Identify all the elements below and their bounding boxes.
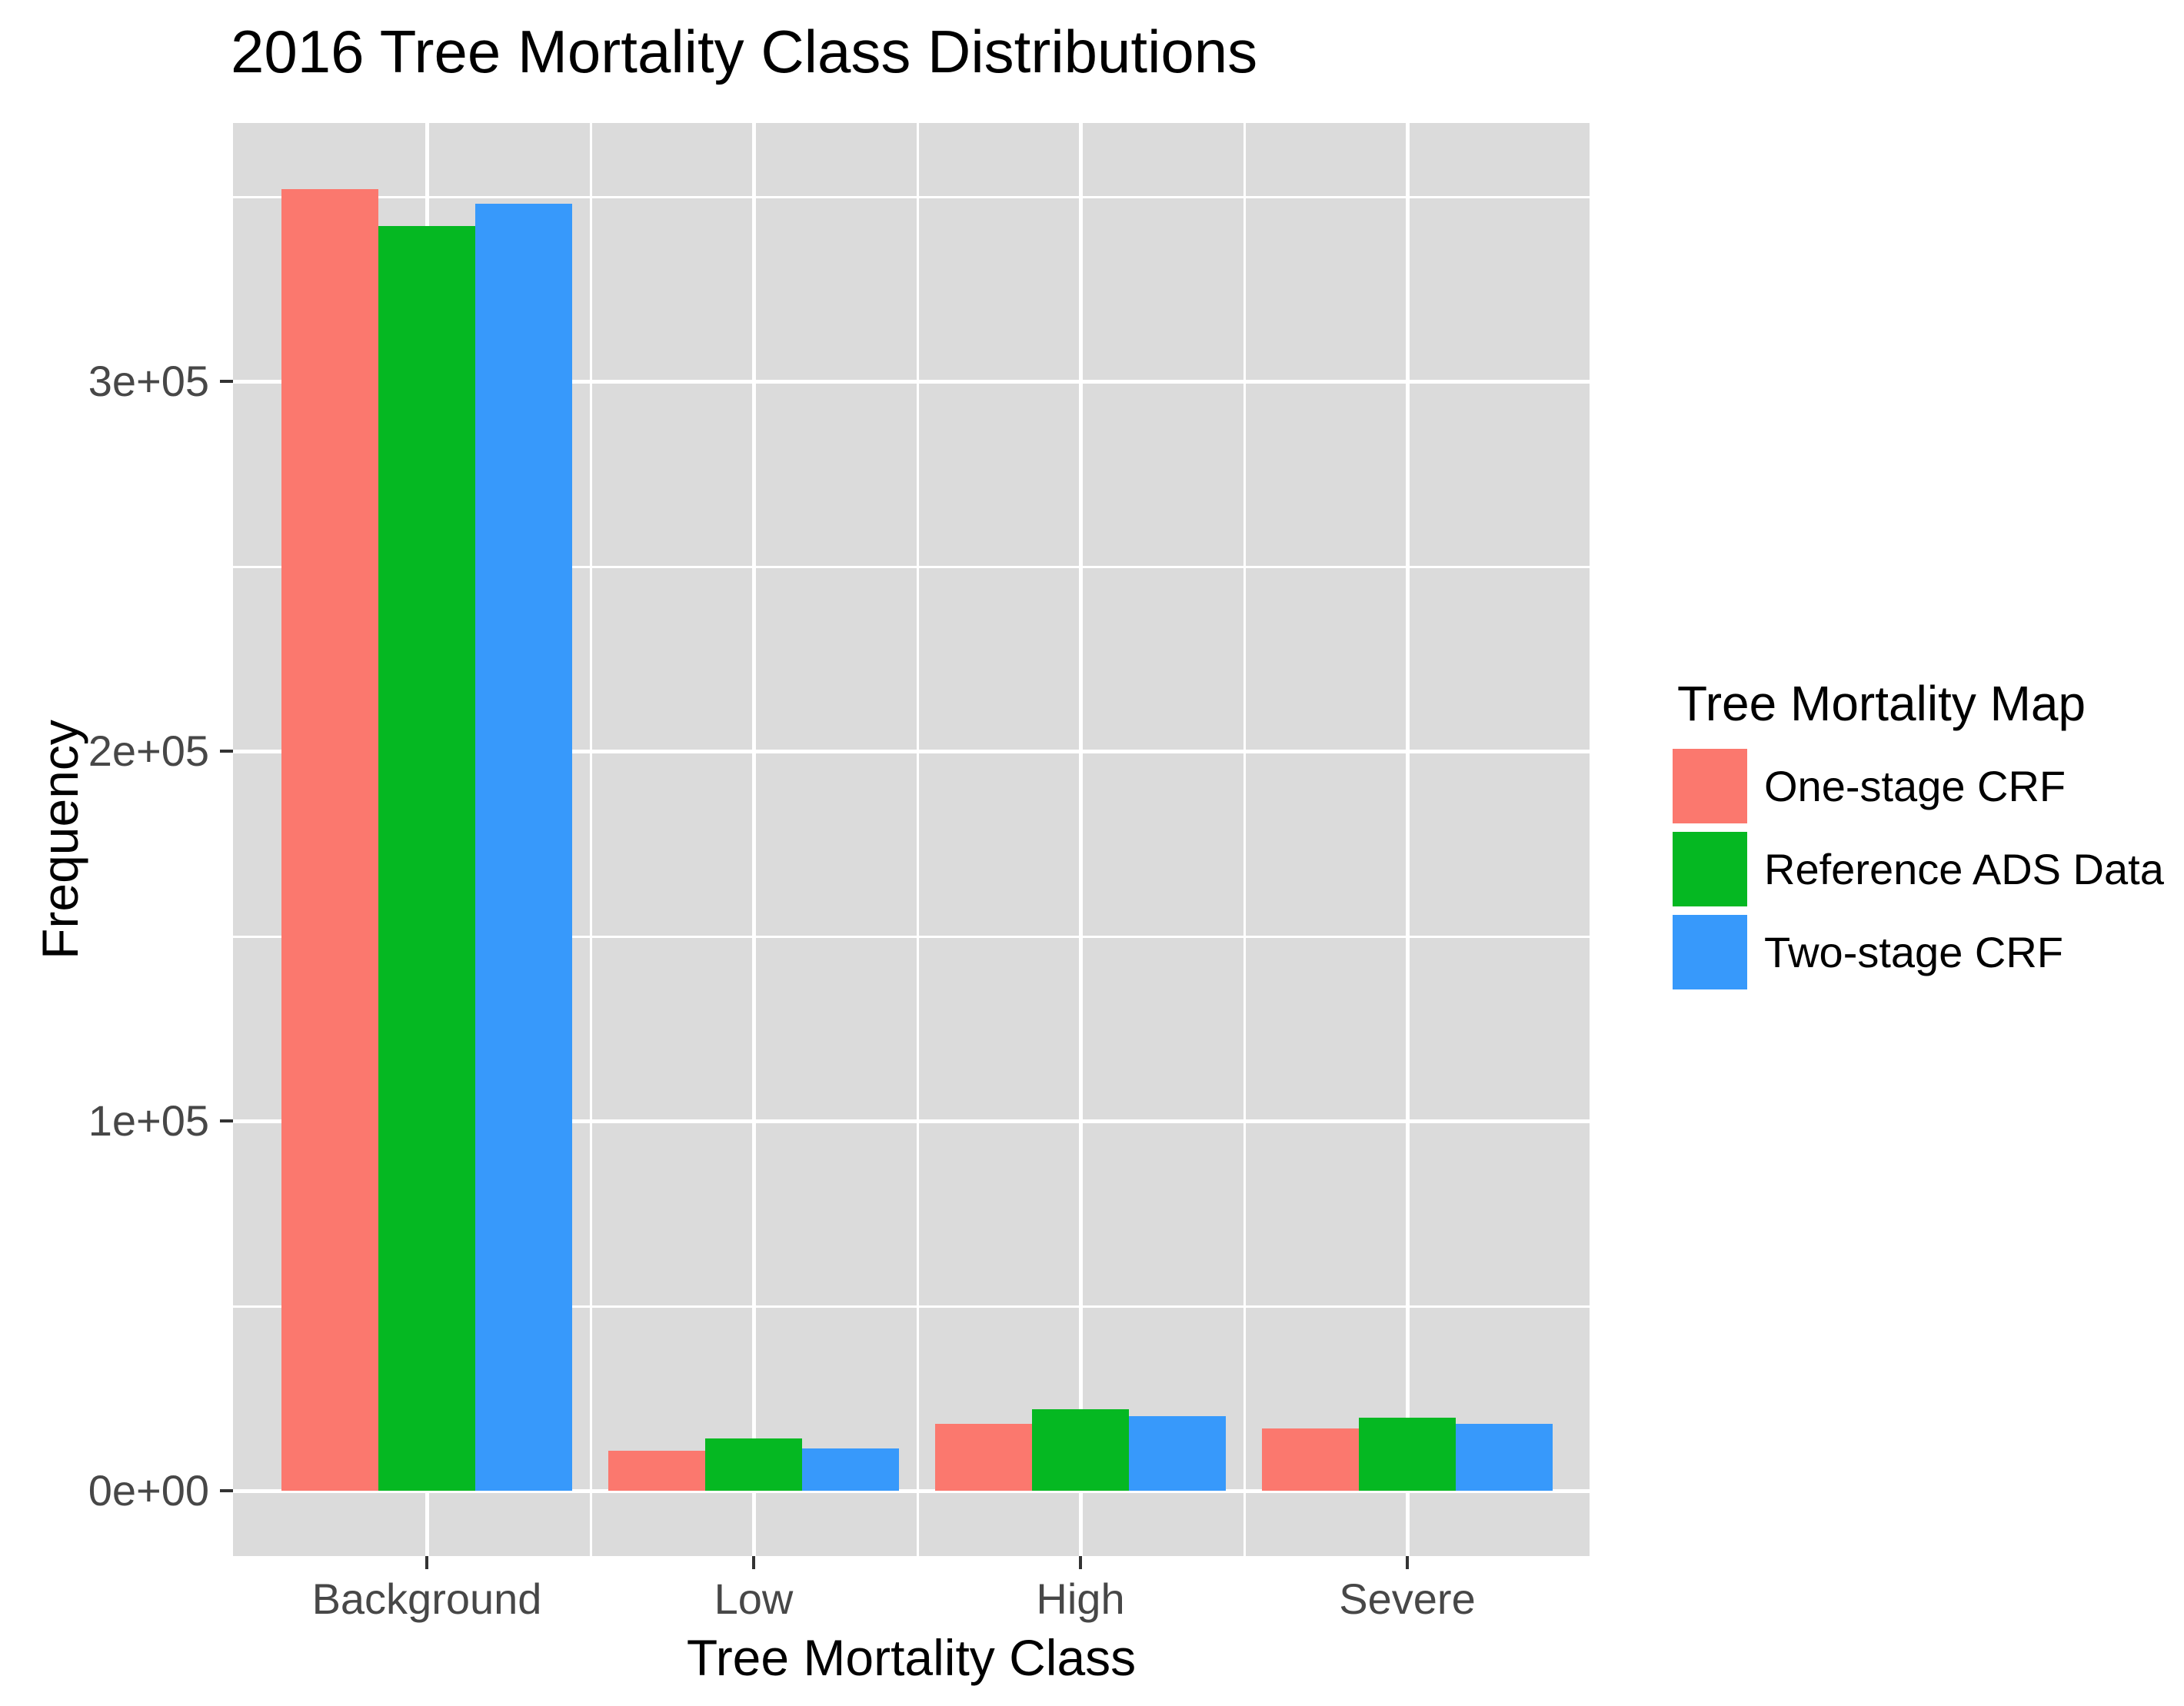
gridline-major-horizontal — [233, 1119, 1590, 1123]
x-tick-label: High — [1036, 1575, 1125, 1623]
legend-key-swatch — [1673, 832, 1747, 906]
x-tick-mark — [1079, 1556, 1082, 1569]
legend-entries: One-stage CRF Reference ADS Data Two-stage… — [1673, 749, 2164, 989]
x-axis-title: Tree Mortality Class — [686, 1629, 1137, 1686]
plot-panel — [233, 123, 1590, 1556]
legend-entry: One-stage CRF — [1673, 749, 2164, 823]
legend-key-swatch — [1673, 749, 1747, 823]
legend-key-swatch — [1673, 915, 1747, 989]
legend-title: Tree Mortality Map — [1677, 676, 2086, 731]
x-tick-mark — [752, 1556, 755, 1569]
gridline-minor-vertical — [589, 123, 592, 1556]
bar-severe-series-1 — [1262, 1428, 1359, 1491]
gridline-minor-vertical — [1243, 123, 1246, 1556]
y-tick-label: 3e+05 — [88, 357, 209, 405]
gridline-minor-horizontal — [233, 1305, 1590, 1308]
bar-background-series-1 — [281, 189, 378, 1491]
bar-background-series-3 — [475, 204, 572, 1491]
x-tick-label: Background — [311, 1575, 542, 1623]
y-tick-mark — [220, 380, 233, 383]
legend-entry: Reference ADS Data — [1673, 832, 2164, 906]
y-tick-mark — [220, 1489, 233, 1492]
gridline-minor-vertical — [916, 123, 919, 1556]
gridline-major-horizontal — [233, 380, 1590, 384]
gridline-major-horizontal — [233, 750, 1590, 753]
bar-low-series-1 — [608, 1451, 705, 1491]
bar-background-series-2 — [378, 226, 475, 1491]
bar-severe-series-2 — [1359, 1418, 1456, 1491]
bar-low-series-2 — [705, 1438, 802, 1491]
bar-high-series-3 — [1129, 1416, 1226, 1491]
y-tick-mark — [220, 750, 233, 753]
gridline-major-vertical — [1406, 123, 1410, 1556]
gridline-major-vertical — [752, 123, 756, 1556]
y-tick-label: 2e+05 — [88, 727, 209, 775]
bar-low-series-3 — [802, 1448, 899, 1491]
legend-entry: Two-stage CRF — [1673, 915, 2164, 989]
x-tick-label: Severe — [1339, 1575, 1476, 1623]
legend: Tree Mortality Map One-stage CRF Referenc… — [1673, 677, 2164, 998]
gridline-major-horizontal — [233, 1489, 1590, 1493]
gridline-minor-horizontal — [233, 565, 1590, 568]
gridline-minor-horizontal — [233, 935, 1590, 938]
y-tick-label: 0e+00 — [88, 1466, 209, 1515]
x-tick-label: Low — [714, 1575, 794, 1623]
x-tick-mark — [425, 1556, 428, 1569]
legend-label: One-stage CRF — [1764, 762, 2066, 810]
y-tick-label: 1e+05 — [88, 1096, 209, 1145]
legend-label: Two-stage CRF — [1764, 928, 2063, 976]
gridline-major-vertical — [1079, 123, 1083, 1556]
bar-severe-series-3 — [1456, 1424, 1553, 1491]
chart-title: 2016 Tree Mortality Class Distributions — [231, 18, 1258, 85]
bar-high-series-1 — [935, 1424, 1032, 1491]
gridline-minor-horizontal — [233, 195, 1590, 198]
legend-label: Reference ADS Data — [1764, 845, 2164, 893]
y-tick-mark — [220, 1119, 233, 1122]
bar-high-series-2 — [1032, 1409, 1129, 1491]
x-tick-mark — [1406, 1556, 1409, 1569]
